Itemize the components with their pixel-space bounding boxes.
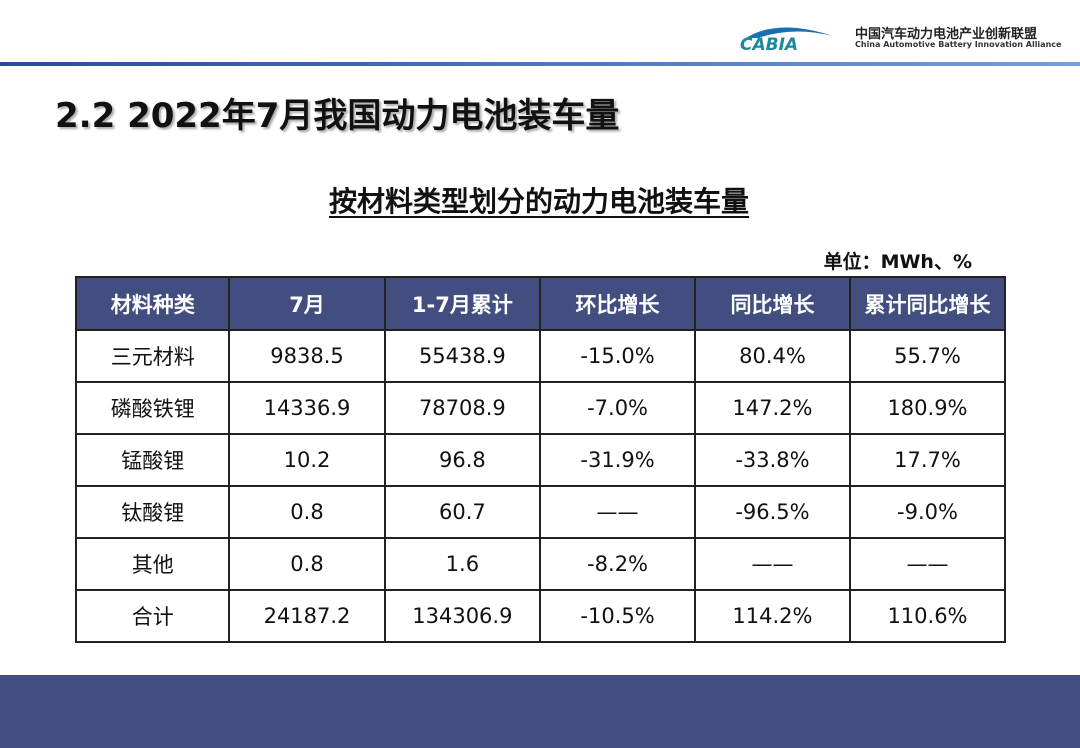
table-cell: -15.0% xyxy=(539,329,696,383)
row-label: 磷酸铁锂 xyxy=(74,381,231,435)
footer-band xyxy=(0,675,1080,748)
table-row: 锰酸锂 10.2 96.8 -31.9% -33.8% 17.7% xyxy=(74,433,1007,487)
table-cell: -96.5% xyxy=(693,485,851,539)
table-cell: -9.0% xyxy=(848,485,1007,539)
column-header: 7月 xyxy=(228,276,386,331)
table-cell: —— xyxy=(848,537,1007,591)
table-cell: -7.0% xyxy=(539,381,696,435)
row-label: 合计 xyxy=(74,589,231,643)
table-cell: 55438.9 xyxy=(383,329,542,383)
table-cell: 134306.9 xyxy=(383,589,542,643)
header-divider xyxy=(0,62,1080,66)
table-row: 三元材料 9838.5 55438.9 -15.0% 80.4% 55.7% xyxy=(74,329,1007,383)
table-cell: 114.2% xyxy=(693,589,851,643)
table-cell: 17.7% xyxy=(848,433,1007,487)
table-cell: 10.2 xyxy=(228,433,386,487)
svg-text:CABIA: CABIA xyxy=(740,35,798,52)
header-row: 材料种类 7月 1-7月累计 环比增长 同比增长 累计同比增长 xyxy=(74,276,1007,331)
table-cell: 0.8 xyxy=(228,485,386,539)
column-header: 1-7月累计 xyxy=(383,276,542,331)
row-label: 其他 xyxy=(74,537,231,591)
table-cell: —— xyxy=(693,537,851,591)
column-header: 材料种类 xyxy=(74,276,231,331)
unit-label: 单位：MWh、% xyxy=(823,251,972,273)
table-title: 按材料类型划分的动力电池装车量 xyxy=(0,180,1080,220)
column-header: 同比增长 xyxy=(693,276,851,331)
column-header: 累计同比增长 xyxy=(848,276,1007,331)
table-row: 磷酸铁锂 14336.9 78708.9 -7.0% 147.2% 180.9% xyxy=(74,381,1007,435)
table-cell: 180.9% xyxy=(848,381,1007,435)
table-cell: 80.4% xyxy=(693,329,851,383)
table-row: 钛酸锂 0.8 60.7 —— -96.5% -9.0% xyxy=(74,485,1007,539)
table-cell: 110.6% xyxy=(848,589,1007,643)
table-title-text: 按材料类型划分的动力电池装车量 xyxy=(328,185,749,218)
table-cell: 14336.9 xyxy=(228,381,386,435)
org-name-en: China Automotive Battery Innovation Alli… xyxy=(855,40,1062,49)
table-cell: -33.8% xyxy=(693,433,851,487)
table-cell: -10.5% xyxy=(539,589,696,643)
slide-title: 2.2 2022年7月我国动力电池装车量 xyxy=(55,96,620,136)
table-cell: -8.2% xyxy=(539,537,696,591)
table-row: 其他 0.8 1.6 -8.2% —— —— xyxy=(74,537,1007,591)
table-cell: 96.8 xyxy=(383,433,542,487)
table-cell: 55.7% xyxy=(848,329,1007,383)
org-name-cn: 中国汽车动力电池产业创新联盟 xyxy=(855,27,1038,42)
table-cell: 60.7 xyxy=(383,485,542,539)
table-cell: 0.8 xyxy=(228,537,386,591)
cabia-logo: CABIA xyxy=(740,27,833,52)
table-cell: 9838.5 xyxy=(228,329,386,383)
table-cell: -31.9% xyxy=(539,433,696,487)
column-header: 环比增长 xyxy=(539,276,696,331)
table-cell: 24187.2 xyxy=(228,589,386,643)
table-cell: —— xyxy=(539,485,696,539)
row-label: 三元材料 xyxy=(74,329,231,383)
row-label: 钛酸锂 xyxy=(74,485,231,539)
row-label: 锰酸锂 xyxy=(74,433,231,487)
table-cell: 147.2% xyxy=(693,381,851,435)
data-table: 材料种类 7月 1-7月累计 环比增长 同比增长 累计同比增长 三元材料 9838.5 554… xyxy=(74,276,1007,643)
table-cell: 1.6 xyxy=(383,537,542,591)
table-cell: 78708.9 xyxy=(383,381,542,435)
table-row: 合计 24187.2 134306.9 -10.5% 114.2% 110.6% xyxy=(74,589,1007,643)
